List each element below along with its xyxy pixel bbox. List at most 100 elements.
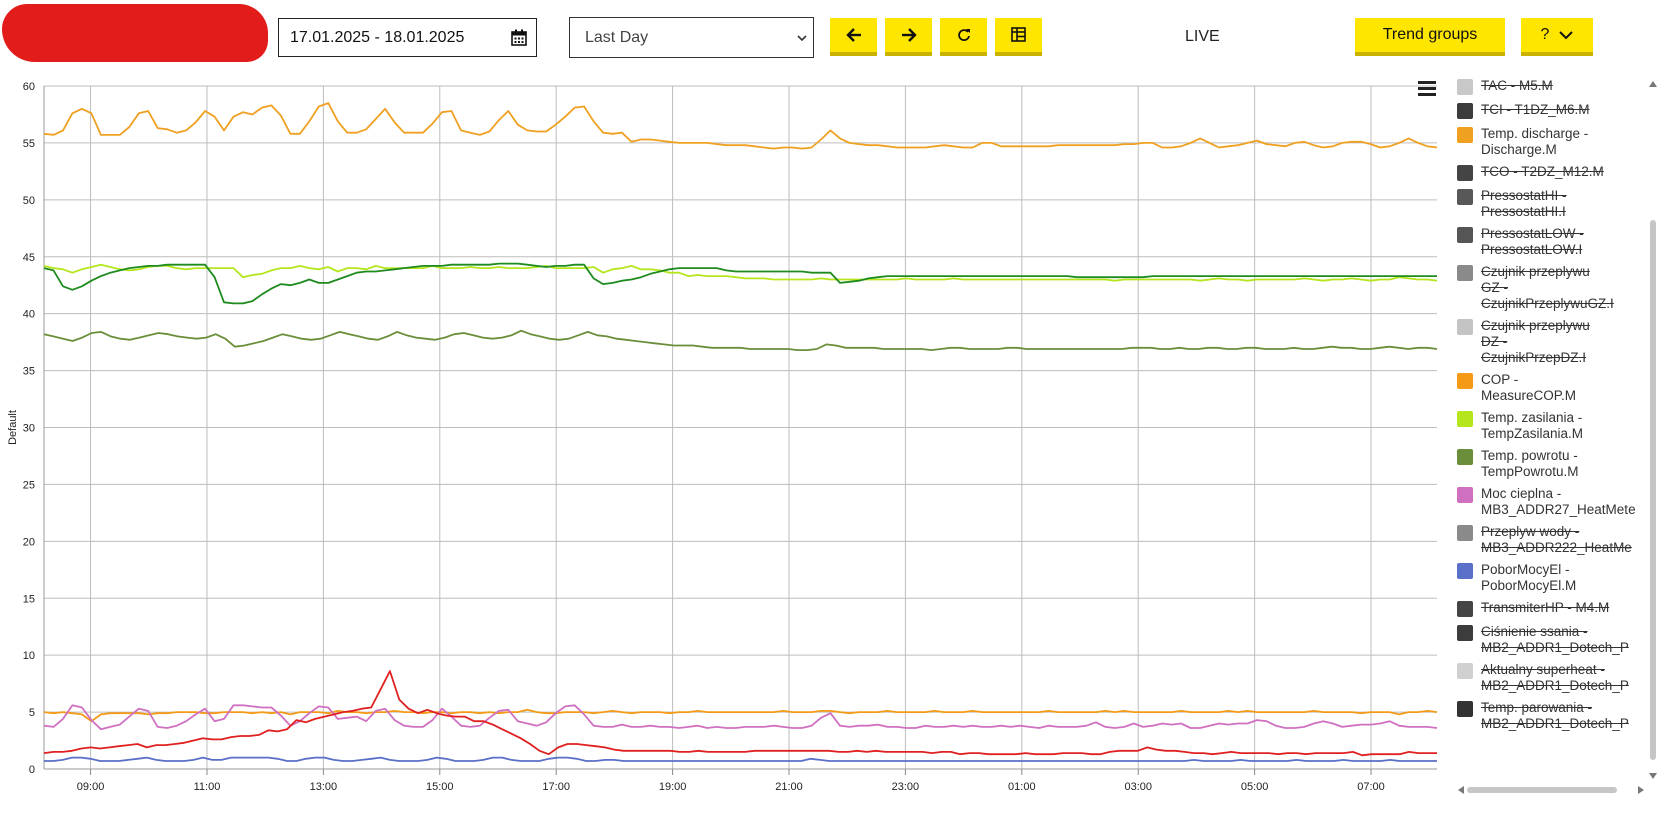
legend-label: Aktualny superheat - MB2_ADDR1_Dotech_P bbox=[1481, 662, 1629, 693]
legend-item[interactable]: TAC - M5.M bbox=[1457, 78, 1553, 95]
legend-item[interactable]: COP - MeasureCOP.M bbox=[1457, 372, 1576, 404]
x-tick-label: 19:00 bbox=[659, 781, 687, 793]
logo-redacted bbox=[2, 4, 268, 62]
legend-swatch bbox=[1457, 127, 1473, 143]
y-axis-label: Default bbox=[7, 410, 19, 445]
series-line-5 bbox=[43, 704, 1438, 731]
legend-label: Czujnik przeplywu GZ - CzujnikPrzeplywuG… bbox=[1481, 264, 1614, 311]
y-tick-label: 50 bbox=[23, 195, 35, 207]
legend-label: TCI - T1DZ_M6.M bbox=[1481, 102, 1590, 117]
table-view-button[interactable] bbox=[995, 18, 1042, 56]
legend-label: TransmiterHP - M4.M bbox=[1481, 600, 1610, 615]
legend-swatch bbox=[1457, 601, 1473, 617]
legend-item[interactable]: PressostatHI - PressostatHI.I bbox=[1457, 188, 1567, 220]
legend-item[interactable]: Temp. zasilania - TempZasilania.M bbox=[1457, 410, 1583, 442]
period-selected-value: Last Day bbox=[585, 28, 649, 46]
legend-swatch bbox=[1457, 189, 1473, 205]
legend-item[interactable]: Moc cieplna - MB3_ADDR27_HeatMete bbox=[1457, 486, 1636, 518]
legend-swatch bbox=[1457, 449, 1473, 465]
series-line-7 bbox=[44, 756, 1437, 762]
legend-scroll-thumb[interactable] bbox=[1650, 220, 1656, 760]
y-tick-label: 55 bbox=[23, 138, 35, 150]
x-tick-label: 09:00 bbox=[77, 781, 105, 793]
legend-label: Czujnik przeplywu DZ - CzujnikPrzepDZ.I bbox=[1481, 318, 1590, 365]
x-tick-label: 15:00 bbox=[426, 781, 454, 793]
live-indicator[interactable]: LIVE bbox=[1185, 28, 1220, 45]
hamburger-menu-icon[interactable] bbox=[1418, 80, 1436, 96]
legend-swatch bbox=[1457, 227, 1473, 243]
refresh-button[interactable] bbox=[940, 18, 987, 56]
legend-item[interactable]: TransmiterHP - M4.M bbox=[1457, 600, 1609, 617]
scroll-right-arrow-icon[interactable] bbox=[1637, 785, 1645, 795]
legend-item[interactable]: PoborMocyEl - PoborMocyEl.M bbox=[1457, 562, 1576, 594]
legend-label: Temp. discharge - Discharge.M bbox=[1481, 126, 1589, 157]
legend-horizontal-scrollbar[interactable] bbox=[1457, 785, 1645, 795]
legend-item[interactable]: Aktualny superheat - MB2_ADDR1_Dotech_P bbox=[1457, 662, 1629, 694]
legend-vertical-scrollbar[interactable] bbox=[1648, 80, 1658, 780]
scroll-left-arrow-icon[interactable] bbox=[1457, 785, 1465, 795]
table-icon bbox=[1010, 27, 1026, 42]
legend-swatch bbox=[1457, 373, 1473, 389]
y-tick-label: 10 bbox=[23, 650, 35, 662]
trend-groups-button[interactable]: Trend groups bbox=[1355, 18, 1505, 56]
legend-swatch bbox=[1457, 563, 1473, 579]
scroll-up-arrow-icon[interactable] bbox=[1648, 80, 1658, 88]
series-line-0 bbox=[43, 102, 1438, 150]
legend-item[interactable]: Temp. parowania - MB2_ADDR1_Dotech_P bbox=[1457, 700, 1629, 732]
prev-period-button[interactable] bbox=[830, 18, 877, 56]
chevron-down-icon bbox=[797, 35, 807, 42]
legend-item[interactable]: PressostatLOW - PressostatLOW.I bbox=[1457, 226, 1584, 258]
y-tick-label: 20 bbox=[23, 536, 35, 548]
trend-chart: 0 5 10 15 20 25 30 35 40 45 50 55 60 09:00 11:00 13:00 1… bbox=[0, 74, 1450, 808]
legend-label: PressostatHI - PressostatHI.I bbox=[1481, 188, 1567, 219]
help-label: ? bbox=[1540, 26, 1550, 43]
legend-item[interactable]: Czujnik przeplywu GZ - CzujnikPrzeplywuG… bbox=[1457, 264, 1614, 312]
refresh-icon bbox=[957, 29, 970, 41]
series-line-4 bbox=[43, 708, 1438, 723]
legend-label: PressostatLOW - PressostatLOW.I bbox=[1481, 226, 1584, 257]
help-button[interactable]: ? bbox=[1521, 18, 1593, 56]
legend-swatch bbox=[1457, 625, 1473, 641]
legend-item[interactable]: TCO - T2DZ_M12.M bbox=[1457, 164, 1604, 181]
legend-label: Ciśnienie ssania - MB2_ADDR1_Dotech_P bbox=[1481, 624, 1629, 655]
y-tick-label: 45 bbox=[23, 252, 35, 264]
legend-item[interactable]: Czujnik przeplywu DZ - CzujnikPrzepDZ.I bbox=[1457, 318, 1590, 366]
chart-legend: TAC - M5.M TCI - T1DZ_M6.M Temp. discharge… bbox=[1457, 78, 1643, 784]
chevron-down-icon bbox=[1559, 31, 1574, 40]
legend-swatch bbox=[1457, 265, 1473, 281]
series-line-2 bbox=[43, 262, 1437, 305]
y-tick-label: 25 bbox=[23, 479, 35, 491]
y-tick-label: 0 bbox=[29, 764, 35, 776]
date-range-text: 17.01.2025 - 18.01.2025 bbox=[290, 28, 465, 46]
legend-item[interactable]: Temp. discharge - Discharge.M bbox=[1457, 126, 1588, 158]
next-period-button[interactable] bbox=[885, 18, 932, 56]
series-line-1 bbox=[43, 263, 1438, 282]
legend-item[interactable]: TCI - T1DZ_M6.M bbox=[1457, 102, 1590, 119]
x-tick-label: 05:00 bbox=[1241, 781, 1269, 793]
legend-swatch bbox=[1457, 319, 1473, 335]
legend-swatch bbox=[1457, 487, 1473, 503]
legend-swatch bbox=[1457, 165, 1473, 181]
scroll-down-arrow-icon[interactable] bbox=[1648, 772, 1658, 780]
legend-swatch bbox=[1457, 103, 1473, 119]
legend-label: Moc cieplna - MB3_ADDR27_HeatMete bbox=[1481, 486, 1636, 517]
arrow-right-icon bbox=[901, 28, 917, 42]
legend-swatch bbox=[1457, 701, 1473, 717]
y-tick-label: 5 bbox=[29, 707, 35, 719]
x-tick-label: 13:00 bbox=[310, 781, 338, 793]
arrow-left-icon bbox=[845, 28, 861, 42]
x-tick-label: 23:00 bbox=[892, 781, 920, 793]
x-tick-label: 01:00 bbox=[1008, 781, 1036, 793]
legend-item[interactable]: Temp. powrotu - TempPowrotu.M bbox=[1457, 448, 1579, 480]
legend-item[interactable]: Ciśnienie ssania - MB2_ADDR1_Dotech_P bbox=[1457, 624, 1629, 656]
calendar-icon[interactable] bbox=[511, 29, 527, 46]
x-tick-label: 11:00 bbox=[194, 781, 221, 793]
legend-label: TCO - T2DZ_M12.M bbox=[1481, 164, 1604, 179]
legend-item[interactable]: Przeplyw wody - MB3_ADDR222_HeatMe bbox=[1457, 524, 1632, 556]
legend-hscroll-thumb[interactable] bbox=[1467, 787, 1617, 793]
period-select[interactable]: Last Day bbox=[569, 17, 814, 58]
chart-svg: 0 5 10 15 20 25 30 35 40 45 50 55 60 09:00 11:00 13:00 1… bbox=[7, 81, 1438, 793]
legend-label: PoborMocyEl - PoborMocyEl.M bbox=[1481, 562, 1577, 593]
legend-swatch bbox=[1457, 411, 1473, 427]
date-range-field[interactable]: 17.01.2025 - 18.01.2025 bbox=[278, 18, 537, 57]
